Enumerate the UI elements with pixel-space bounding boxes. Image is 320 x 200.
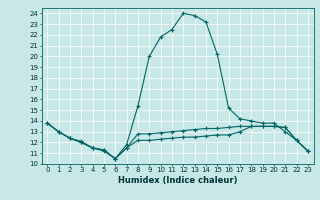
X-axis label: Humidex (Indice chaleur): Humidex (Indice chaleur) (118, 176, 237, 185)
